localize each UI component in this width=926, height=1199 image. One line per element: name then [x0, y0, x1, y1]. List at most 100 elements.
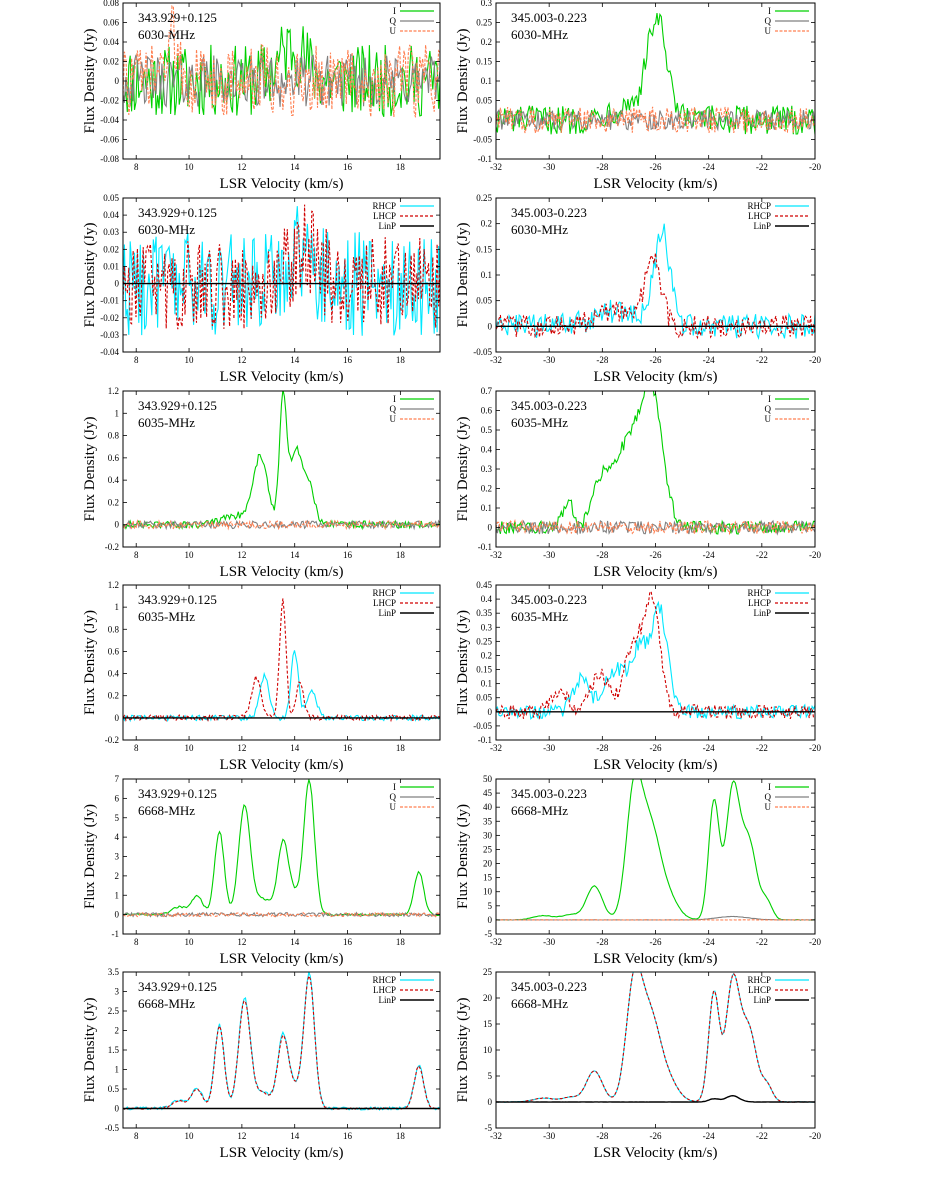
legend-label: LinP [378, 995, 396, 1005]
x-axis-label: LSR Velocity (km/s) [594, 1145, 718, 1161]
x-axis-label: LSR Velocity (km/s) [220, 757, 344, 773]
x-tick-label: 18 [396, 1131, 406, 1141]
series-line-I [123, 779, 440, 917]
y-tick-label: 0.2 [481, 219, 492, 229]
panel-10: -32 -30 -28 -26 -24 -22 -20 -5 0 5 10 15 20 25 30 35 40 4… [455, 774, 821, 967]
x-tick-label: 10 [185, 355, 195, 365]
frequency-label: 6030-MHz [511, 27, 568, 42]
x-tick-label: -28 [596, 550, 608, 560]
x-tick-label: 18 [396, 550, 406, 560]
y-tick-label: 40 [483, 802, 493, 812]
y-tick-label: 0.45 [476, 580, 492, 590]
y-tick-label: 0 [488, 321, 493, 331]
x-tick-label: 10 [185, 1131, 195, 1141]
y-axis-label: Flux Density (Jy) [455, 610, 471, 715]
x-tick-label: -30 [543, 550, 555, 560]
x-tick-label: 18 [396, 743, 406, 753]
x-tick-label: 14 [290, 937, 300, 947]
y-tick-label: 4 [115, 832, 120, 842]
series-line-U [123, 518, 440, 531]
x-tick-label: -22 [756, 743, 768, 753]
series-line-RHCP [123, 650, 440, 723]
x-tick-label: 14 [290, 550, 300, 560]
x-tick-label: 12 [237, 743, 246, 753]
legend-label: U [390, 414, 397, 424]
series-line-LHCP [123, 598, 440, 723]
y-tick-label: -0.05 [473, 135, 492, 145]
x-tick-label: 12 [237, 937, 246, 947]
y-axis-label: Flux Density (Jy) [82, 222, 98, 327]
source-name: 343.929+0.125 [138, 10, 217, 25]
x-tick-label: -28 [596, 743, 608, 753]
y-tick-label: -0.2 [105, 542, 119, 552]
plot-frame [122, 390, 441, 548]
y-tick-label: 0.03 [103, 227, 119, 237]
legend-label: I [393, 394, 396, 404]
legend-label: RHCP [747, 588, 771, 598]
y-tick-label: 3 [115, 987, 120, 997]
y-tick-label: 0.3 [481, 622, 493, 632]
y-tick-label: 0 [115, 1104, 120, 1114]
legend-label: U [390, 26, 397, 36]
y-tick-label: 0 [115, 520, 120, 530]
y-tick-label: 1 [115, 890, 120, 900]
x-axis-label: LSR Velocity (km/s) [220, 564, 344, 580]
x-tick-label: -30 [543, 743, 555, 753]
x-tick-label: 10 [185, 162, 195, 172]
y-tick-label: 30 [483, 830, 493, 840]
x-axis-label: LSR Velocity (km/s) [220, 176, 344, 192]
x-tick-label: -20 [809, 743, 821, 753]
y-tick-label: 0.6 [108, 453, 120, 463]
y-tick-label: 25 [483, 967, 493, 977]
y-tick-label: 0.3 [481, 0, 493, 8]
panel-11: 8 10 12 14 16 18 -0.5 0 0.5 1 1.5 2 2.5 3 3.5 LSR Veloc… [82, 967, 441, 1161]
y-tick-label: -0.05 [473, 347, 492, 357]
x-tick-label: -20 [809, 1131, 821, 1141]
source-name: 345.003-0.223 [511, 592, 587, 607]
frequency-label: 6668-MHz [138, 996, 195, 1011]
y-tick-label: 0.4 [108, 669, 120, 679]
y-tick-label: 0.3 [481, 464, 493, 474]
y-tick-label: 1 [115, 602, 120, 612]
x-tick-label: 14 [290, 355, 300, 365]
y-tick-label: 0.15 [476, 244, 492, 254]
x-axis-label: LSR Velocity (km/s) [594, 757, 718, 773]
legend-label: LinP [378, 608, 396, 618]
x-axis-label: LSR Velocity (km/s) [594, 176, 718, 192]
x-tick-label: -28 [596, 355, 608, 365]
legend-label: Q [765, 16, 772, 26]
series-line-I [496, 779, 815, 921]
frequency-label: 6668-MHz [511, 803, 568, 818]
x-tick-label: -24 [703, 162, 715, 172]
y-axis-label: Flux Density (Jy) [455, 804, 471, 909]
x-tick-label: 12 [237, 1131, 246, 1141]
y-tick-label: 10 [483, 1045, 493, 1055]
x-tick-label: 8 [134, 937, 139, 947]
y-axis-label: Flux Density (Jy) [82, 28, 98, 133]
y-tick-label: 0.05 [103, 193, 119, 203]
y-tick-label: 0.5 [108, 1084, 120, 1094]
legend-label: LHCP [748, 985, 771, 995]
legend-label: I [393, 782, 396, 792]
x-tick-label: 16 [343, 743, 353, 753]
x-tick-label: -32 [490, 937, 502, 947]
source-name: 343.929+0.125 [138, 786, 217, 801]
frequency-label: 6030-MHz [138, 27, 195, 42]
y-axis-label: Flux Density (Jy) [82, 416, 98, 521]
x-tick-label: -30 [543, 1131, 555, 1141]
x-tick-label: -22 [756, 550, 768, 560]
legend-label: LHCP [373, 985, 396, 995]
series-line-Q [123, 53, 440, 108]
legend-label: U [765, 802, 772, 812]
y-tick-label: 0.1 [481, 76, 492, 86]
legend-label: RHCP [372, 975, 396, 985]
x-tick-label: 16 [343, 162, 353, 172]
x-tick-label: -22 [756, 1131, 768, 1141]
series-line-RHCP [123, 206, 440, 336]
y-tick-label: 35 [483, 816, 493, 826]
y-tick-label: -0.06 [100, 135, 119, 145]
legend-label: RHCP [747, 975, 771, 985]
x-tick-label: -32 [490, 743, 502, 753]
source-name: 345.003-0.223 [511, 786, 587, 801]
x-tick-label: -32 [490, 162, 502, 172]
